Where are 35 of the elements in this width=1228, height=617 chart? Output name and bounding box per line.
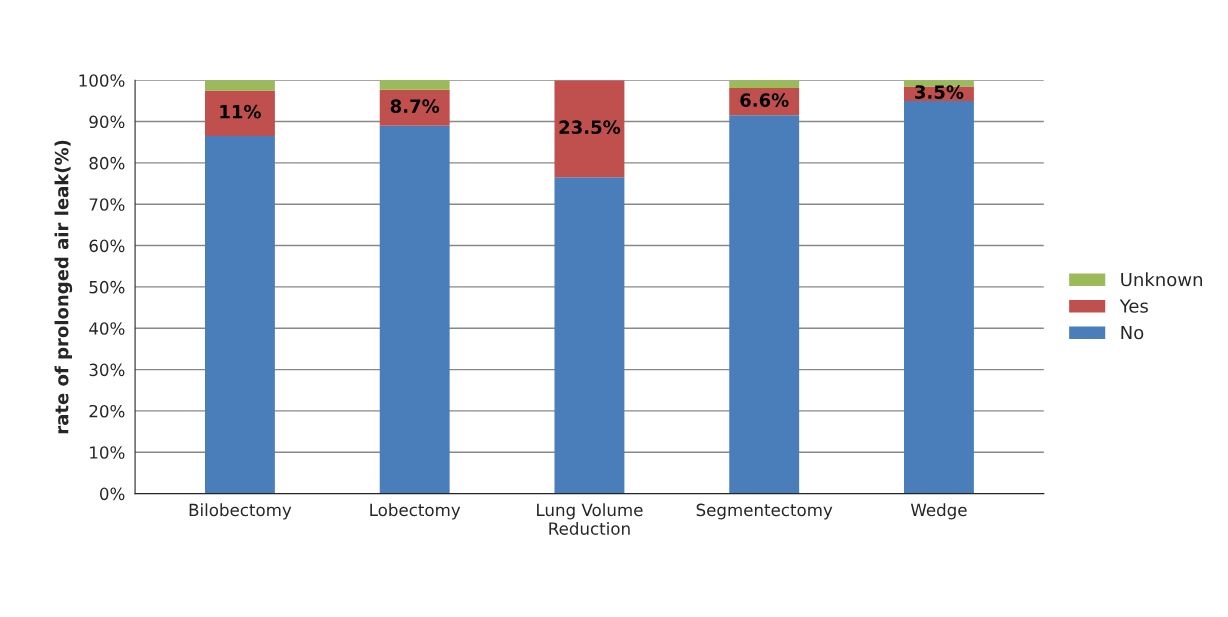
legend-label: No	[1121, 325, 1144, 340]
legend-label: Yes	[1119, 299, 1148, 313]
x-tick-label: Wedge	[910, 503, 967, 520]
y-tick-label: 100%	[79, 74, 125, 87]
x-tick-label: Lung Volume Reduction	[537, 503, 643, 535]
data-label: 6.6%	[740, 93, 789, 107]
data-label: 8.7%	[390, 99, 440, 113]
y-tick-label: 0%	[100, 487, 125, 501]
y-axis-title: rate of prolonged air leak(%)	[54, 140, 73, 434]
y-tick-label: 70%	[89, 198, 125, 211]
x-tick-label: Segmentectomy	[696, 503, 833, 520]
y-tick-label: 60%	[89, 239, 125, 253]
y-tick-label: 30%	[89, 363, 125, 377]
bar	[204, 136, 275, 494]
y-tick-label: 50%	[89, 280, 125, 294]
data-label: 23.5%	[559, 120, 621, 135]
data-label: 3.5%	[915, 85, 964, 99]
y-tick-label: 40%	[89, 322, 125, 335]
bar	[379, 89, 450, 126]
bar	[554, 177, 625, 494]
y-tick-label: 20%	[89, 404, 125, 418]
y-tick-label: 90%	[89, 115, 125, 129]
legend-label: Unknown	[1121, 272, 1202, 287]
bar	[204, 80, 275, 91]
bar	[204, 90, 275, 137]
y-tick-label: 80%	[89, 156, 125, 170]
bar	[729, 115, 800, 494]
x-tick-label: Bilobectomy	[189, 503, 292, 520]
y-tick-label: 10%	[90, 446, 125, 459]
data-label: 11%	[220, 104, 261, 119]
bar	[554, 80, 625, 178]
bar	[904, 100, 974, 494]
bar	[379, 125, 450, 494]
x-tick-label: Lobectomy	[370, 503, 461, 520]
bar	[379, 80, 450, 90]
